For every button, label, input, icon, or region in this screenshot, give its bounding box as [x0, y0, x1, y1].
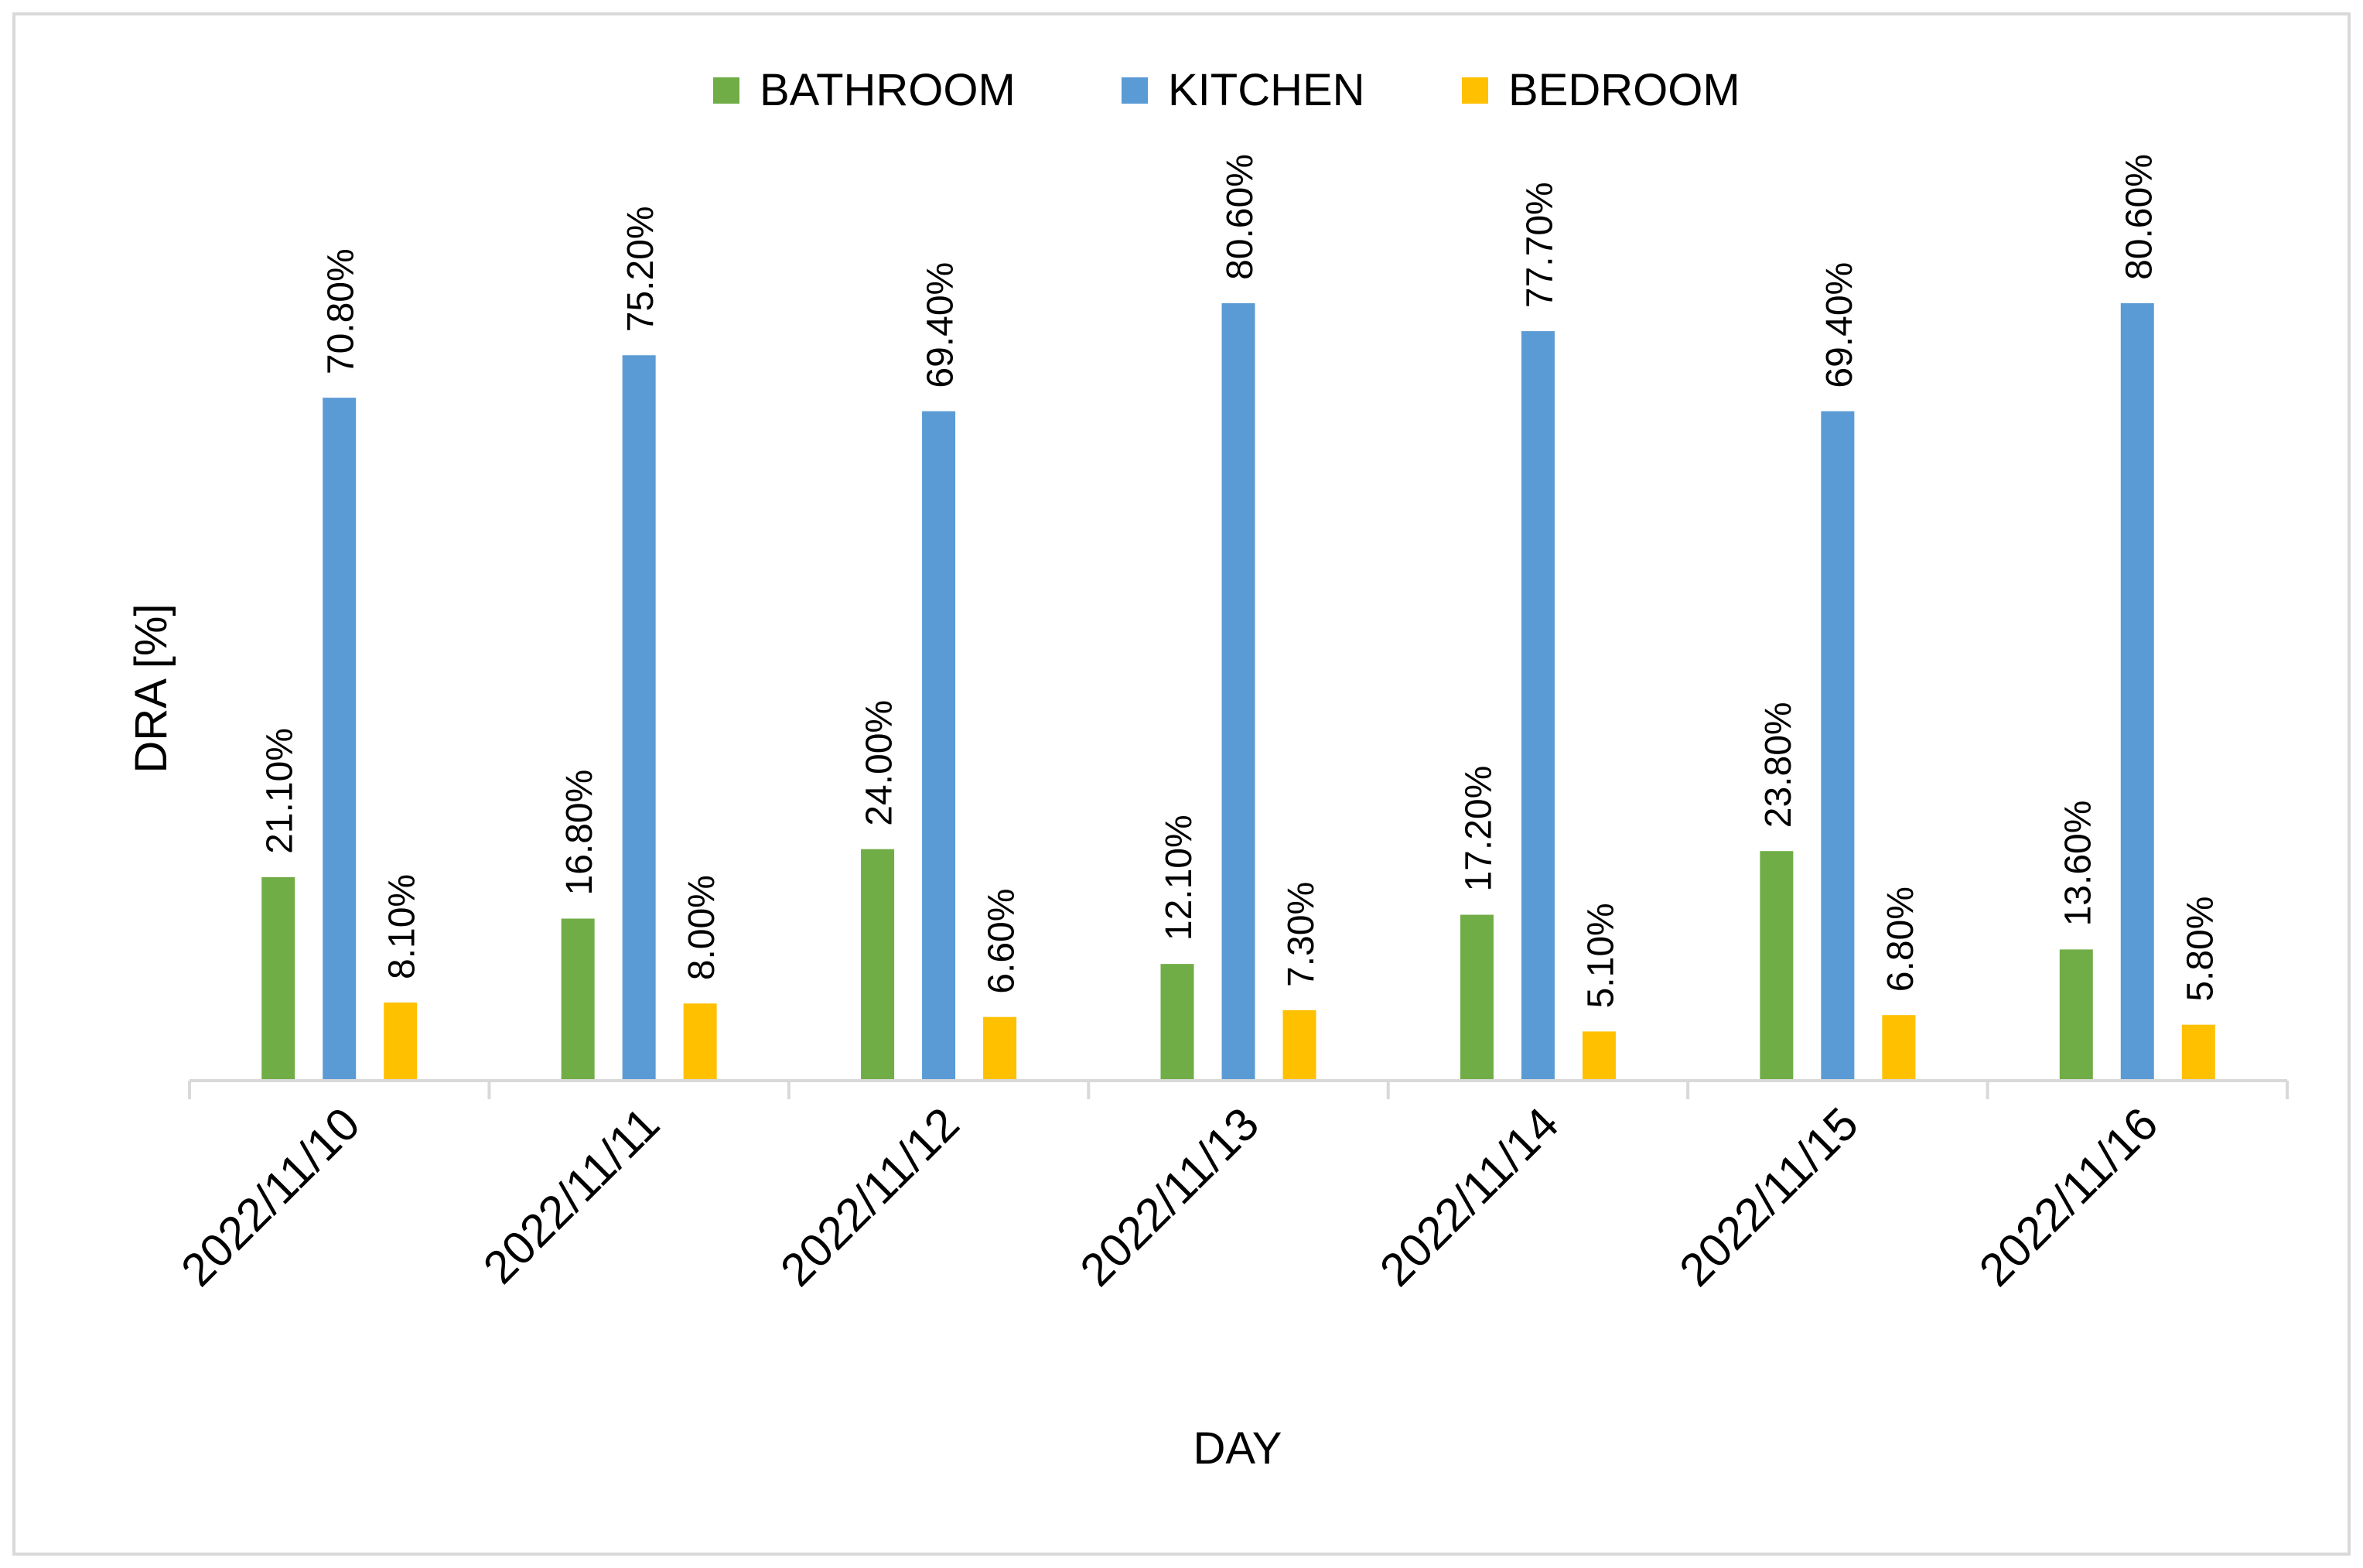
- legend-swatch-bedroom: [1462, 77, 1488, 104]
- bar-kitchen: [922, 411, 956, 1081]
- bar-bathroom: [2059, 949, 2093, 1081]
- data-label: 8.00%: [681, 875, 722, 980]
- data-label: 5.10%: [1580, 903, 1621, 1008]
- data-label: 7.30%: [1281, 882, 1322, 987]
- legend-label-bedroom: BEDROOM: [1508, 65, 1740, 115]
- data-label: 21.10%: [260, 728, 301, 854]
- bar-bathroom: [1160, 964, 1194, 1081]
- bar-labels: 21.10% 70.80% 8.10% 16.80% 75.20% 8.00% 24.00%…: [260, 154, 2221, 1008]
- data-label: 75.20%: [620, 206, 661, 332]
- legend: BATHROOM KITCHEN BEDROOM: [713, 65, 1740, 115]
- data-label: 13.60%: [2057, 801, 2098, 927]
- legend-swatch-bathroom: [713, 77, 739, 104]
- legend-label-kitchen: KITCHEN: [1168, 65, 1365, 115]
- bar-bathroom: [861, 849, 895, 1081]
- data-label: 6.80%: [1880, 886, 1921, 992]
- legend-swatch-kitchen: [1122, 77, 1148, 104]
- data-label: 12.10%: [1159, 815, 1200, 941]
- bar-bedroom: [384, 1002, 418, 1081]
- y-axis-label: DRA [%]: [126, 603, 176, 773]
- bar-kitchen: [1521, 331, 1555, 1081]
- data-label: 5.80%: [2180, 897, 2221, 1002]
- bar-kitchen: [323, 398, 357, 1081]
- x-axis-label: DAY: [1193, 1423, 1282, 1474]
- data-label: 69.40%: [1819, 262, 1860, 388]
- data-label: 69.40%: [920, 262, 961, 388]
- bar-bathroom: [1760, 851, 1794, 1081]
- data-label: 80.60%: [2119, 154, 2160, 280]
- bar-bedroom: [683, 1003, 717, 1081]
- data-label: 6.60%: [982, 889, 1023, 994]
- bar-kitchen: [2120, 302, 2154, 1081]
- legend-label-bathroom: BATHROOM: [760, 65, 1016, 115]
- data-label: 24.00%: [859, 700, 900, 826]
- data-label: 80.60%: [1220, 154, 1261, 280]
- bar-bedroom: [983, 1016, 1017, 1081]
- bar-bedroom: [1882, 1015, 1916, 1081]
- data-label: 23.80%: [1758, 702, 1799, 828]
- bar-bathroom: [1460, 914, 1494, 1081]
- bar-bedroom: [1582, 1031, 1616, 1081]
- bar-bathroom: [561, 918, 595, 1081]
- data-label: 77.70%: [1519, 182, 1560, 308]
- chart-frame: [12, 12, 2351, 1556]
- x-axis-ticks: [188, 1081, 2289, 1099]
- bars: [261, 302, 2215, 1081]
- bar-bedroom: [2181, 1024, 2215, 1081]
- bar-kitchen: [1821, 411, 1855, 1081]
- data-label: 16.80%: [559, 770, 600, 896]
- bar-kitchen: [1221, 302, 1255, 1081]
- data-label: 70.80%: [321, 248, 362, 374]
- data-label: 8.10%: [382, 874, 423, 979]
- data-label: 17.20%: [1458, 766, 1499, 892]
- bar-bedroom: [1282, 1009, 1316, 1081]
- bar-kitchen: [622, 355, 656, 1081]
- bar-bathroom: [261, 876, 295, 1081]
